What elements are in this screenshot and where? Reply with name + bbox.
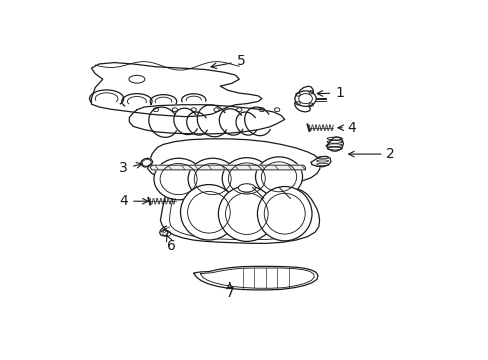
Polygon shape (141, 158, 153, 167)
Text: 1: 1 (317, 86, 344, 100)
Polygon shape (91, 63, 262, 117)
Polygon shape (193, 266, 317, 290)
Circle shape (294, 91, 316, 107)
Polygon shape (160, 183, 319, 243)
Polygon shape (129, 105, 284, 134)
Ellipse shape (222, 158, 271, 199)
Ellipse shape (154, 158, 203, 200)
Ellipse shape (180, 185, 237, 240)
Polygon shape (147, 139, 320, 187)
Ellipse shape (188, 158, 237, 200)
Text: 5: 5 (210, 54, 245, 68)
Polygon shape (150, 165, 305, 170)
Polygon shape (326, 137, 343, 151)
Ellipse shape (238, 184, 255, 192)
Text: 2: 2 (348, 147, 394, 161)
Ellipse shape (255, 157, 302, 197)
Text: 4: 4 (119, 194, 148, 208)
Ellipse shape (257, 186, 311, 241)
Text: 4: 4 (337, 121, 356, 135)
Polygon shape (311, 156, 330, 167)
Ellipse shape (218, 186, 275, 242)
Text: 6: 6 (166, 235, 175, 253)
Polygon shape (294, 86, 312, 112)
Text: 7: 7 (225, 283, 234, 300)
Text: 3: 3 (119, 162, 142, 175)
